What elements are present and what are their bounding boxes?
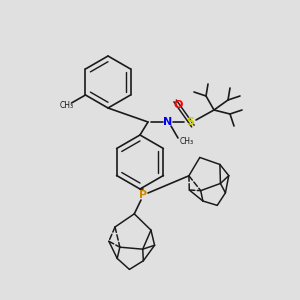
Text: N: N [164, 117, 172, 127]
Text: S: S [186, 117, 194, 127]
Text: CH₃: CH₃ [59, 100, 74, 109]
Text: CH₃: CH₃ [180, 136, 194, 146]
Text: O: O [173, 100, 183, 110]
Text: P: P [139, 190, 147, 200]
